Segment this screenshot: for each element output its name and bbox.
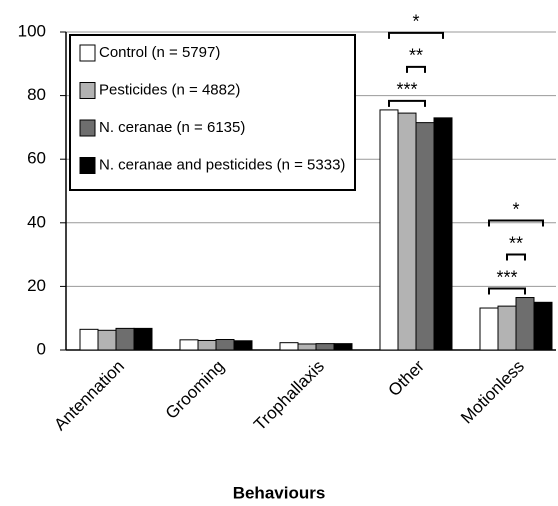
bar bbox=[133, 327, 153, 351]
significance-label: ** bbox=[409, 46, 423, 66]
bar bbox=[533, 301, 553, 351]
x-axis-title: Behaviours bbox=[233, 483, 326, 502]
bar bbox=[379, 109, 399, 351]
bar bbox=[197, 339, 217, 351]
legend-swatch bbox=[79, 157, 96, 174]
significance-bracket bbox=[388, 99, 426, 107]
legend-label: Control (n = 5797) bbox=[99, 44, 220, 61]
significance-bracket bbox=[488, 287, 526, 295]
bar bbox=[479, 307, 499, 351]
significance-bracket bbox=[406, 65, 426, 73]
bar bbox=[115, 327, 135, 351]
significance-label: *** bbox=[496, 267, 517, 287]
x-tick-label: Motionless bbox=[457, 357, 528, 428]
x-tick-label: Grooming bbox=[162, 357, 228, 423]
bar bbox=[279, 342, 299, 351]
legend-label: N. ceranae and pesticides (n = 5333) bbox=[99, 156, 345, 173]
bar bbox=[97, 329, 117, 351]
bar bbox=[233, 340, 253, 351]
significance-bracket bbox=[506, 253, 526, 261]
y-tick-label: 40 bbox=[27, 212, 46, 231]
significance-label: * bbox=[512, 199, 519, 219]
legend-swatch bbox=[79, 119, 96, 137]
y-tick-label: 60 bbox=[27, 149, 46, 168]
bar bbox=[397, 112, 417, 351]
legend-label: Pesticides (n = 4882) bbox=[99, 81, 240, 98]
significance-label: *** bbox=[396, 80, 417, 100]
y-tick-label: 100 bbox=[18, 21, 46, 40]
x-tick-label: Other bbox=[384, 356, 428, 400]
bar bbox=[215, 339, 235, 351]
bar bbox=[515, 297, 535, 351]
significance-bracket bbox=[388, 31, 444, 39]
legend-swatch bbox=[79, 44, 96, 62]
x-tick-label: Antennation bbox=[50, 357, 128, 435]
y-tick-label: 20 bbox=[27, 276, 46, 295]
significance-bracket bbox=[488, 219, 544, 227]
bar bbox=[79, 328, 99, 351]
bar bbox=[415, 122, 435, 351]
y-tick-label: 0 bbox=[37, 339, 46, 358]
x-tick-label: Trophallaxis bbox=[250, 357, 328, 435]
significance-label: ** bbox=[509, 233, 523, 253]
bar bbox=[497, 305, 517, 351]
legend-label: N. ceranae (n = 6135) bbox=[99, 119, 245, 136]
bar bbox=[315, 343, 335, 351]
bar bbox=[333, 343, 353, 351]
legend-swatch bbox=[79, 82, 96, 99]
legend-box bbox=[69, 34, 356, 191]
bar bbox=[297, 343, 317, 351]
bar bbox=[179, 339, 199, 351]
significance-label: * bbox=[412, 12, 419, 32]
y-tick-label: 80 bbox=[27, 85, 46, 104]
bar bbox=[433, 117, 453, 351]
